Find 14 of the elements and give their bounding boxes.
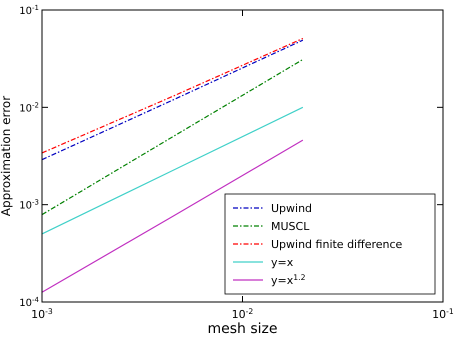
- y-axis-title: Approximation error: [0, 96, 13, 216]
- y-tick-label: 10$^{-4}$: [19, 296, 40, 309]
- y-tick-label: 10$^{-1}$: [19, 4, 39, 17]
- legend-label: MUSCL: [271, 220, 310, 233]
- legend-label: y=x$^{1.2}$: [271, 272, 306, 287]
- x-tick-label: 10$^{-3}$: [31, 306, 53, 321]
- x-tick-label: 10$^{-1}$: [432, 306, 454, 321]
- x-axis-title: mesh size: [207, 321, 278, 337]
- x-tick-label: 10$^{-2}$: [232, 306, 254, 321]
- y-tick-label: 10$^{-3}$: [19, 198, 39, 212]
- legend-label: Upwind: [271, 202, 312, 215]
- legend-label: Upwind finite difference: [271, 238, 403, 251]
- y-tick-label: 10$^{-2}$: [19, 101, 39, 114]
- legend-label: y=x: [271, 256, 294, 269]
